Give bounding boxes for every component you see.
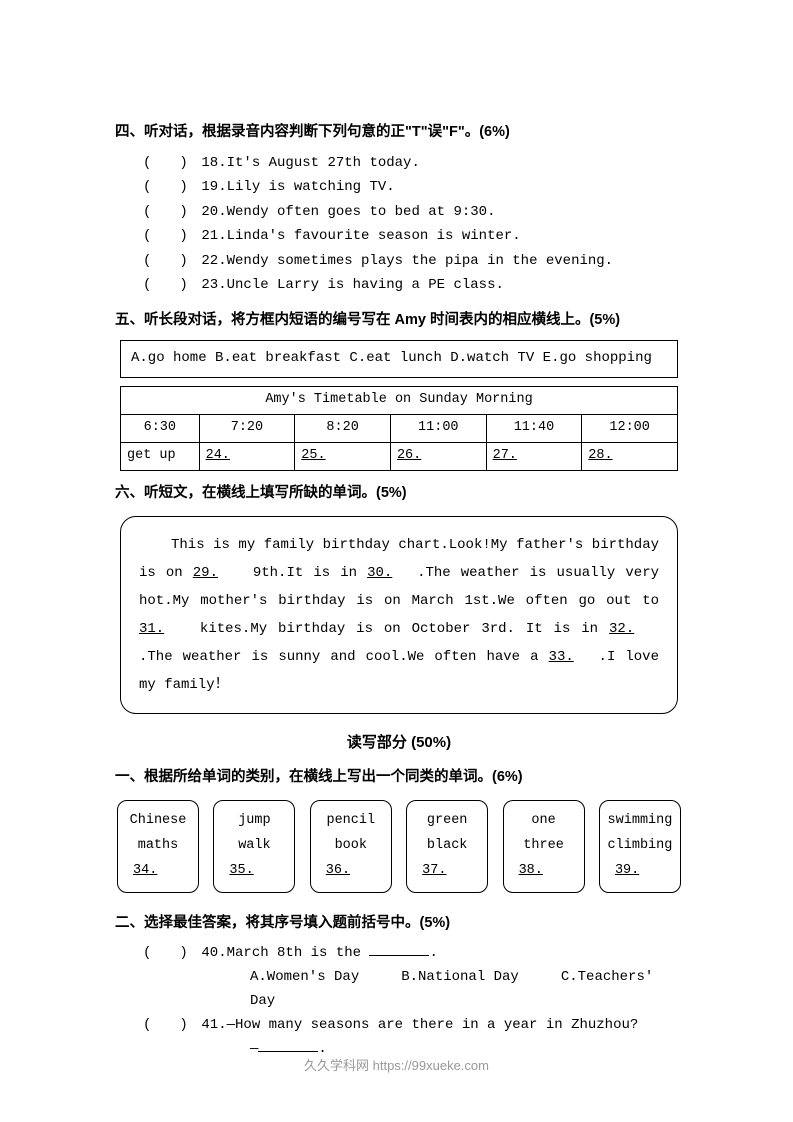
word-box: green black 37.: [406, 800, 488, 893]
section6-heading: 六、听短文，在横线上填写所缺的单词。(5%): [115, 481, 683, 506]
q19: ( ) 19.Lily is watching TV.: [143, 175, 683, 200]
q21: ( ) 21.Linda's favourite season is winte…: [143, 224, 683, 249]
word-box: swimming climbing 39.: [599, 800, 681, 893]
section5-options: A.go home B.eat breakfast C.eat lunch D.…: [120, 340, 678, 378]
time-cell: 7:20: [199, 415, 295, 443]
blank-cell: 25.: [295, 442, 391, 470]
word-boxes-row: Chinese maths 34. jump walk 35. pencil b…: [115, 800, 683, 893]
q18: ( ) 18.It's August 27th today.: [143, 151, 683, 176]
blank-cell: 28.: [582, 442, 678, 470]
time-cell: 12:00: [582, 415, 678, 443]
q40-options: A.Women's Day B.National Day C.Teachers'…: [250, 966, 683, 1014]
word-box: jump walk 35.: [213, 800, 295, 893]
reading1-heading: 一、根据所给单词的类别，在横线上写出一个同类的单词。(6%): [115, 765, 683, 790]
blank-cell: 27.: [486, 442, 582, 470]
q23: ( ) 23.Uncle Larry is having a PE class.: [143, 273, 683, 298]
time-cell: 11:40: [486, 415, 582, 443]
getup-cell: get up: [121, 442, 200, 470]
time-cell: 6:30: [121, 415, 200, 443]
page-footer: 久久学科网 https://99xueke.com: [0, 1055, 793, 1077]
blank-cell: 24.: [199, 442, 295, 470]
passage-box: This is my family birthday chart.Look!My…: [120, 516, 678, 714]
reading2-heading: 二、选择最佳答案，将其序号填入题前括号中。(5%): [115, 911, 683, 936]
q40: ( ) 40.March 8th is the .: [143, 941, 683, 966]
amy-timetable: Amy's Timetable on Sunday Morning 6:30 7…: [120, 386, 678, 471]
time-cell: 11:00: [390, 415, 486, 443]
word-box: one three 38.: [503, 800, 585, 893]
section5-heading: 五、听长段对话，将方框内短语的编号写在 Amy 时间表内的相应横线上。(5%): [115, 308, 683, 333]
reading-heading: 读写部分 (50%): [115, 730, 683, 756]
q22: ( ) 22.Wendy sometimes plays the pipa in…: [143, 249, 683, 274]
section4-heading: 四、听对话，根据录音内容判断下列句意的正"T"误"F"。(6%): [115, 120, 683, 145]
timetable-title: Amy's Timetable on Sunday Morning: [121, 387, 678, 415]
section4-items: ( ) 18.It's August 27th today. ( ) 19.Li…: [115, 151, 683, 298]
blank-cell: 26.: [390, 442, 486, 470]
time-cell: 8:20: [295, 415, 391, 443]
q20: ( ) 20.Wendy often goes to bed at 9:30.: [143, 200, 683, 225]
word-box: Chinese maths 34.: [117, 800, 199, 893]
q41: ( ) 41.—How many seasons are there in a …: [143, 1013, 683, 1038]
word-box: pencil book 36.: [310, 800, 392, 893]
